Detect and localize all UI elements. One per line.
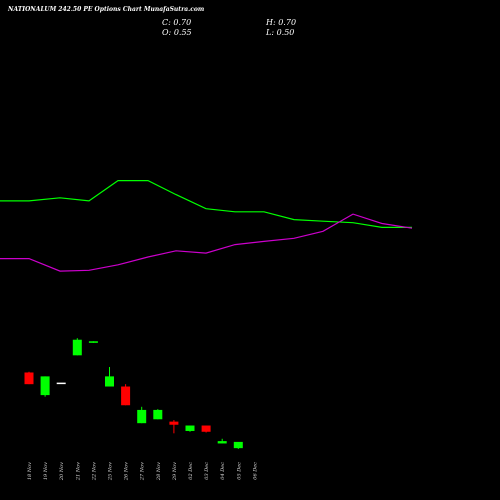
x-tick-label: 06 Dec — [252, 462, 258, 480]
x-tick-label: 29 Nov — [172, 462, 178, 481]
candle-body — [105, 376, 114, 387]
candle-body — [201, 425, 211, 432]
candle-body — [169, 421, 179, 425]
x-tick-label: 05 Dec — [236, 462, 242, 480]
open-readout: O: 0.55 — [162, 28, 192, 37]
x-tick-label: 28 Nov — [156, 462, 162, 481]
candle-body — [56, 382, 66, 385]
candle-body — [233, 441, 243, 449]
candle-body — [40, 376, 50, 396]
close-readout: C: 0.70 — [162, 18, 192, 27]
candle-body — [137, 409, 147, 424]
x-tick-label: 18 Nov — [27, 462, 33, 480]
candle-body — [121, 386, 131, 406]
x-tick-label: 02 Dec — [188, 462, 194, 480]
x-tick-label: 27 Nov — [140, 462, 146, 481]
x-tick-label: 22 Nov — [91, 462, 97, 481]
x-tick-label: 26 Nov — [124, 462, 130, 481]
indicator-line-2 — [0, 213, 413, 272]
low-readout: L: 0.50 — [266, 28, 295, 37]
x-tick-label: 03 Dec — [204, 462, 210, 480]
chart-title: NATIONALUM 242.50 PE Options Chart Munaf… — [8, 6, 205, 13]
x-tick-label: 21 Nov — [75, 462, 81, 481]
high-readout: H: 0.70 — [266, 18, 297, 27]
candle-body — [153, 409, 163, 420]
candle-body — [185, 425, 195, 431]
candle-body — [24, 372, 34, 385]
x-tick-label: 20 Nov — [59, 462, 65, 481]
indicator-line-1 — [0, 180, 412, 228]
x-tick-label: 19 Nov — [43, 462, 49, 480]
x-tick-label: 04 Dec — [220, 462, 226, 480]
x-tick-label: 25 Nov — [108, 462, 114, 481]
candle-body — [217, 441, 227, 444]
candle-body — [72, 339, 82, 356]
candle-body — [88, 341, 98, 343]
